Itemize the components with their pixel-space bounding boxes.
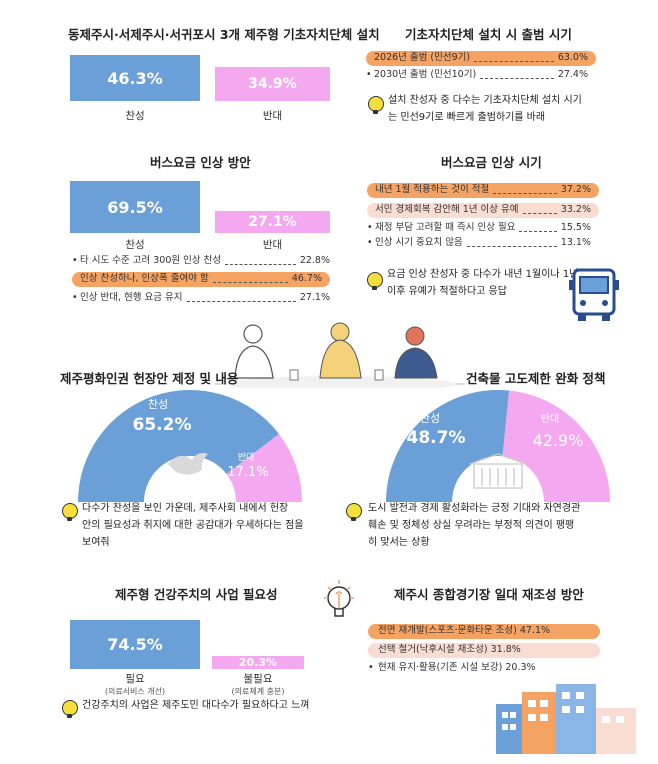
list-item: 선택 철거(낙후시설 재조성) 31.8% <box>368 643 600 658</box>
note-bus-timing: 요금 인상 찬성자 중 다수가 내년 1월이나 1년 이후 유예가 적절하다고 응… <box>387 269 579 297</box>
bar-label-approve: 찬성 <box>125 239 145 251</box>
donut-slice-반대 <box>502 390 610 502</box>
section-title-stadium: 제주시 종합경기장 일대 재조성 방안 <box>394 587 584 602</box>
section-title-bus-fare: 버스요금 인상 방안 <box>150 155 251 170</box>
bar-oppose: 34.9% <box>215 67 330 101</box>
list-item: 2026년 출범 (민선9기) 63.0% <box>366 51 596 66</box>
lightbulb-icon <box>324 580 354 617</box>
building-icon <box>469 453 527 489</box>
lightbulb-icon <box>62 503 78 521</box>
donut-slice-찬성 <box>386 390 510 502</box>
list-item: 전면 재개발(스포츠·문화타운 조성) 47.1% <box>368 624 600 639</box>
donut-slice-반대 <box>226 433 302 502</box>
lightbulb-icon <box>368 96 384 114</box>
bar-need: 74.5% <box>70 620 200 669</box>
note-health-doctor: 건강주치의 사업은 제주도민 대다수가 필요하다고 느껴 <box>82 700 310 711</box>
bar-label-need: 필요 <box>125 673 145 685</box>
donut-value-oppose: 42.9% <box>533 431 584 450</box>
note-peace-charter: 다수가 찬성을 보인 가운데, 제주사회 내에서 헌장 안의 필요성과 취지에 대… <box>82 503 304 548</box>
list-item: 인상 찬성하나, 인상폭 줄여야 함 46.7% <box>72 272 330 287</box>
donut-height-limit: 찬성 48.7% 반대 42.9% <box>386 390 610 502</box>
section-title-health-doctor: 제주형 건강주치의 사업 필요성 <box>115 587 278 602</box>
bar-label-oppose: 반대 <box>262 110 283 122</box>
list-item: 서민 경제회복 감안해 1년 이상 유예 33.2% <box>367 203 599 218</box>
bar-sublabel-no-need: (의료체계 충분) <box>231 687 285 696</box>
lightbulb-icon <box>62 700 78 718</box>
meeting-illustration <box>215 322 465 388</box>
note-launch-timing: 설치 찬성자 중 다수는 기초자치단체 설치 시기 는 민선9기로 빠르게 출범하… <box>388 95 582 123</box>
donut-peace-charter: 찬성 65.2% 반대 17.1% <box>78 389 302 502</box>
donut-label-approve: 찬성 <box>420 411 440 425</box>
lightbulb-icon <box>346 503 362 521</box>
section-title-launch-timing: 기초자치단체 설치 시 출범 시기 <box>405 27 572 42</box>
city-buildings-illustration <box>496 684 636 754</box>
section-title-height-limit: 건축물 고도제한 완화 정책 <box>466 371 606 386</box>
list-item: 내년 1월 적용하는 것이 적절 37.2% <box>367 183 599 198</box>
dove-icon <box>168 452 208 475</box>
bar-sublabel-need: (의료서비스 개선) <box>104 687 166 696</box>
donut-value-approve: 48.7% <box>407 428 466 448</box>
section-title-local-gov: 동제주시·서제주시·서귀포시 3개 제주형 기초자치단체 설치 <box>68 27 380 42</box>
list-item: 현재 유지·활용(기존 시설 보강) 20.3% <box>368 661 600 676</box>
bus-icon <box>569 268 619 321</box>
bar-label-oppose: 반대 <box>262 239 283 251</box>
donut-label-oppose: 반대 <box>238 452 255 463</box>
section-title-bus-timing: 버스요금 인상 시기 <box>441 155 542 170</box>
section-title-peace-charter: 제주평화인권 헌장안 제정 및 내용 <box>60 371 239 386</box>
donut-value-approve: 65.2% <box>133 415 192 435</box>
bar-label-no-need: 불필요 <box>243 673 273 685</box>
lightbulb-icon <box>367 272 383 290</box>
list-item: 2030년 출범 (민선10기)27.4% <box>366 68 596 83</box>
bar-approve: 69.5% <box>70 181 200 233</box>
donut-label-approve: 찬성 <box>148 397 168 411</box>
donut-slice-찬성 <box>78 389 279 502</box>
bar-approve: 46.3% <box>70 55 200 101</box>
bar-oppose: 27.1% <box>215 211 330 233</box>
donut-label-oppose: 반대 <box>541 413 559 425</box>
bar-label-approve: 찬성 <box>125 110 145 122</box>
bar-no-need: 20.3% <box>212 656 304 669</box>
note-height-limit: 도시 발전과 경제 활성화라는 긍정 기대와 자연경관 훼손 및 정체성 상실 우… <box>368 503 581 548</box>
donut-value-oppose: 17.1% <box>227 465 268 480</box>
